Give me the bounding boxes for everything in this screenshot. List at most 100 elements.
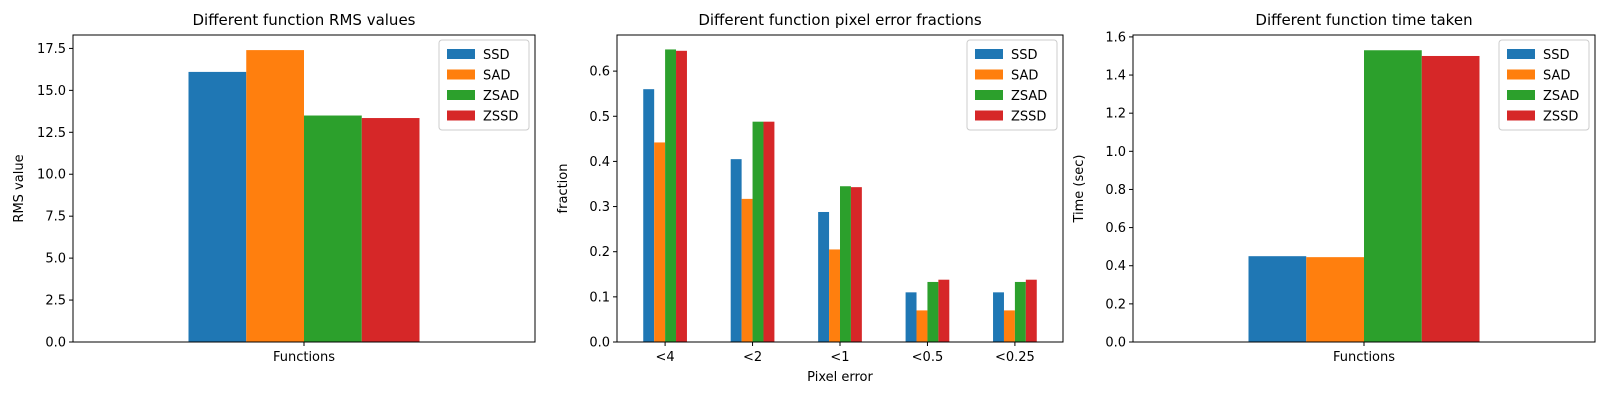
legend-swatch-ssd	[975, 49, 1003, 59]
y-tick-label: 0.0	[45, 336, 66, 351]
legend-swatch-ssd	[1507, 49, 1535, 59]
legend: SSD SAD ZSAD ZSSD	[966, 39, 1058, 131]
legend-swatch-sad	[1507, 69, 1535, 80]
bar-zsad-3	[840, 186, 851, 342]
bar-sad-1	[246, 50, 304, 342]
bar-ssd-1	[643, 89, 655, 343]
chart-panel-1: 0.0 2.5 5.0 7.5 10.0 12.5 15.0 17.5 Functions Dif…	[12, 11, 536, 365]
legend-label-zsad: ZSAD	[483, 89, 519, 104]
y-tick-label: 17.5	[37, 42, 66, 57]
bar-zsad-1	[665, 49, 677, 342]
x-tick-label: <2	[743, 350, 762, 365]
bar-zssd-5	[1025, 279, 1037, 342]
legend-label-sad: SAD	[1543, 69, 1570, 84]
y-tick-label: 0.0	[589, 336, 610, 351]
bar-ssd-5	[993, 292, 1004, 342]
y-tick-label: 0.2	[589, 245, 610, 260]
chart-panel-2: 0.0 0.1 0.2 0.3 0.4 0.5 0.6 <4 <2 <1 <0.5 <0.25 Diff…	[556, 11, 1064, 385]
legend-box	[1498, 39, 1590, 131]
y-tick-label: 0.4	[589, 155, 610, 170]
bar-sad-4	[916, 310, 928, 342]
y-tick-label: 0.6	[1105, 221, 1126, 236]
y-tick-label: 0.8	[1105, 183, 1126, 198]
y-axis-label: Time (sec)	[1072, 154, 1087, 223]
chart-title: Different function time taken	[1255, 11, 1472, 29]
y-tick-label: 5.0	[45, 252, 66, 267]
bar-zssd-1	[676, 50, 687, 343]
x-tick-label: <0.5	[912, 350, 944, 365]
y-axis-label: RMS value	[12, 154, 27, 222]
bar-ssd-1	[1248, 256, 1307, 342]
bar-zssd-4	[938, 279, 950, 342]
bar-sad-1	[1306, 257, 1364, 342]
y-tick-label: 7.5	[45, 210, 66, 225]
y-tick-label: 1.2	[1105, 107, 1126, 122]
bar-ssd-2	[730, 159, 742, 342]
bar-sad-3	[829, 249, 840, 342]
legend: SSD SAD ZSAD ZSSD	[438, 39, 530, 131]
legend-label-sad: SAD	[1011, 69, 1038, 84]
y-tick-label: 15.0	[37, 84, 66, 99]
legend-swatch-zssd	[447, 110, 475, 121]
y-tick-label: 0.6	[589, 65, 610, 80]
y-axis-label: fraction	[556, 164, 571, 214]
bar-ssd-3	[818, 211, 830, 342]
legend-label-zssd: ZSSD	[483, 110, 518, 125]
y-tick-label: 0.1	[589, 290, 610, 305]
y-tick-label: 0.5	[589, 110, 610, 125]
y-tick-label: 12.5	[37, 126, 66, 141]
legend: SSD SAD ZSAD ZSSD	[1498, 39, 1590, 131]
legend-box	[438, 39, 530, 131]
x-tick-label: Functions	[273, 350, 335, 365]
legend-swatch-zssd	[1507, 110, 1535, 121]
y-tick-label: 10.0	[37, 168, 66, 183]
bar-ssd-1	[188, 71, 247, 342]
legend-label-zsad: ZSAD	[1011, 89, 1047, 104]
y-tick-label: 0.4	[1105, 259, 1126, 274]
chart-title: Different function pixel error fractions	[698, 11, 982, 29]
bar-sad-5	[1003, 310, 1015, 342]
legend-label-ssd: SSD	[1543, 48, 1570, 63]
legend-label-zsad: ZSAD	[1543, 89, 1579, 104]
chart-panel-3: 0.0 0.2 0.4 0.6 0.8 1.0 1.2 1.4 1.6 Functions Diff…	[1072, 11, 1596, 365]
y-tick-label: 0.3	[589, 200, 610, 215]
legend-label-zssd: ZSSD	[1543, 110, 1578, 125]
y-tick-label: 2.5	[45, 294, 66, 309]
bar-zsad-4	[927, 281, 939, 342]
y-tick-label: 0.2	[1105, 297, 1126, 312]
x-tick-label: <1	[830, 350, 849, 365]
chart-title: Different function RMS values	[193, 11, 416, 29]
bar-zssd-1	[1421, 55, 1480, 342]
bar-zssd-3	[850, 187, 862, 342]
x-tick-label: Functions	[1333, 350, 1395, 365]
y-tick-label: 0.0	[1105, 336, 1126, 351]
legend-label-sad: SAD	[483, 69, 510, 84]
bar-zsad-2	[752, 121, 764, 343]
legend-label-zssd: ZSSD	[1011, 110, 1046, 125]
bar-zssd-2	[763, 121, 775, 343]
legend-swatch-sad	[447, 69, 475, 80]
legend-swatch-sad	[975, 69, 1003, 80]
legend-swatch-zsad	[975, 90, 1003, 100]
legend-swatch-zsad	[447, 90, 475, 100]
legend-swatch-zssd	[975, 110, 1003, 121]
bar-zsad-1	[1364, 50, 1422, 342]
y-tick-label: 1.6	[1105, 30, 1126, 45]
legend-label-ssd: SSD	[1011, 48, 1038, 63]
bar-sad-2	[741, 198, 753, 342]
x-tick-label: <0.25	[995, 350, 1035, 365]
x-axis-label: Pixel error	[807, 370, 873, 385]
y-tick-label: 1.0	[1105, 145, 1126, 160]
x-tick-label: <4	[656, 350, 675, 365]
y-tick-label: 1.4	[1105, 69, 1126, 84]
bar-sad-1	[654, 142, 666, 342]
legend-swatch-zsad	[1507, 90, 1535, 100]
legend-swatch-ssd	[447, 49, 475, 59]
bar-zssd-1	[361, 118, 420, 342]
bar-zsad-5	[1014, 281, 1026, 342]
legend-label-ssd: SSD	[483, 48, 510, 63]
bar-zsad-1	[304, 115, 362, 343]
bar-ssd-4	[905, 292, 917, 342]
legend-box	[966, 39, 1058, 131]
